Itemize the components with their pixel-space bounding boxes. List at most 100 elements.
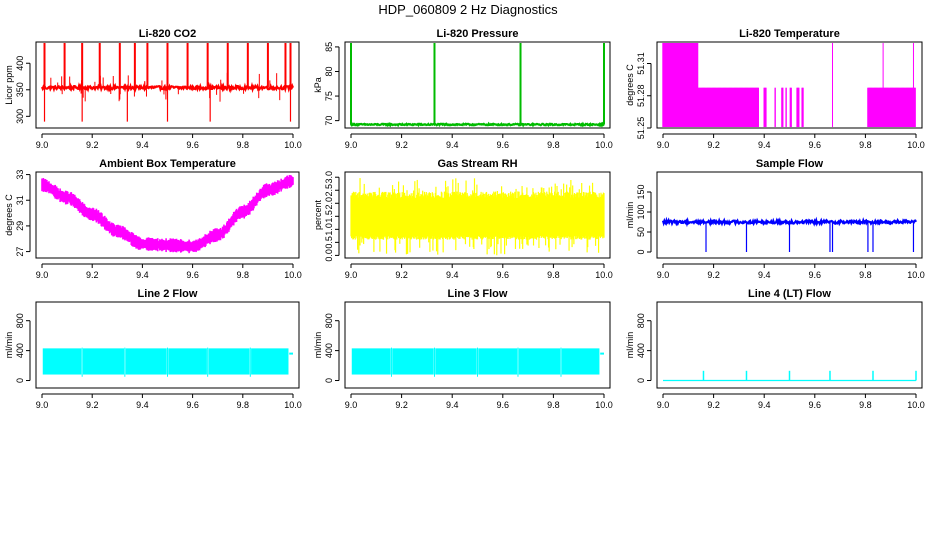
- x-tick-label: 9.0: [36, 400, 49, 410]
- x-tick-label: 9.4: [136, 140, 149, 150]
- x-tick-label: 9.6: [497, 140, 510, 150]
- panel-title: Li-820 Pressure: [437, 28, 519, 40]
- y-tick-label: 0: [636, 378, 646, 383]
- x-tick-label: 9.8: [859, 270, 872, 280]
- plot-frame: [656, 41, 923, 129]
- y-tick-label: 75: [324, 91, 334, 101]
- x-tick-label: 9.6: [186, 270, 199, 280]
- x-tick-label: 9.6: [809, 270, 822, 280]
- x-tick-label: 9.2: [707, 270, 720, 280]
- panel-3: Ambient Box Temperature 9.0 9.2 9.4 9.6 9.8 10…: [4, 158, 302, 280]
- x-tick-label: 9.0: [345, 140, 358, 150]
- y-tick-label: 50: [636, 227, 646, 237]
- y-tick-label: 80: [324, 66, 334, 76]
- panel-8: Line 4 (LT) Flow 9.0 9.2 9.4 9.6 9.8 10.0 0 400 8…: [625, 288, 925, 410]
- y-tick-label: 400: [15, 56, 25, 71]
- x-tick-label: 9.0: [345, 270, 358, 280]
- x-tick-label: 10.0: [907, 400, 925, 410]
- plot-frame: [35, 171, 300, 259]
- x-tick-label: 9.4: [136, 400, 149, 410]
- x-tick-label: 9.8: [547, 140, 560, 150]
- y-tick-label: 800: [636, 313, 646, 328]
- y-tick-label: 400: [636, 343, 646, 358]
- x-tick-label: 9.0: [657, 270, 670, 280]
- y-tick-label: 29: [15, 221, 25, 231]
- x-tick-label: 9.8: [237, 400, 250, 410]
- y-axis-label: degrees C: [4, 194, 14, 236]
- x-tick-label: 10.0: [284, 400, 302, 410]
- x-tick-label: 9.6: [186, 400, 199, 410]
- y-tick-label: 33: [15, 170, 25, 180]
- x-tick-label: 9.8: [547, 400, 560, 410]
- series-Line3: [351, 347, 604, 377]
- flow-block: [435, 348, 477, 375]
- y-tick-label: 27: [15, 247, 25, 257]
- x-tick-label: 10.0: [284, 270, 302, 280]
- x-tick-label: 9.8: [859, 140, 872, 150]
- flow-block: [208, 348, 250, 375]
- y-axis-label: percent: [313, 199, 323, 230]
- y-tick-label: 0.0: [324, 249, 334, 262]
- x-tick-label: 9.6: [186, 140, 199, 150]
- y-tick-label: 0.5: [324, 236, 334, 249]
- panel-0: Li-820 CO2 9.0 9.2 9.4 9.6 9.8 10.0 300 350 400Li…: [4, 28, 302, 150]
- y-tick-label: 0: [636, 249, 646, 254]
- y-tick-label: 2.0: [324, 197, 334, 210]
- data-line: [350, 121, 605, 128]
- y-axis-label: Licor ppm: [4, 65, 14, 105]
- x-tick-label: 9.4: [758, 400, 771, 410]
- panel-6: Line 2 Flow 9.0 9.2 9.4 9.6 9.8 10.0 0 400 800ml/…: [4, 288, 302, 410]
- y-axis-label: ml/min: [625, 202, 635, 229]
- flow-block: [168, 348, 207, 375]
- plot-frame: [35, 301, 300, 389]
- y-tick-label: 2.5: [324, 184, 334, 197]
- x-tick-label: 10.0: [595, 400, 613, 410]
- x-tick-label: 9.0: [36, 140, 49, 150]
- y-tick-label: 800: [15, 313, 25, 328]
- x-tick-label: 9.0: [657, 140, 670, 150]
- y-tick-label: 150: [636, 184, 646, 199]
- y-axis-label: ml/min: [313, 332, 323, 359]
- x-tick-label: 9.4: [758, 270, 771, 280]
- series-Line2: [42, 347, 293, 377]
- x-tick-label: 9.6: [497, 270, 510, 280]
- x-tick-label: 9.4: [758, 140, 771, 150]
- x-tick-label: 9.6: [809, 140, 822, 150]
- x-tick-label: 9.0: [657, 400, 670, 410]
- panel-4: Gas Stream RH9.0 9.2 9.4 9.6 9.8 10.00.00.51.…: [313, 158, 613, 280]
- y-tick-label: 70: [324, 116, 334, 126]
- y-tick-label: 51.31: [636, 52, 646, 75]
- x-tick-label: 9.8: [547, 270, 560, 280]
- x-tick-label: 9.2: [395, 140, 408, 150]
- x-tick-label: 9.2: [86, 270, 99, 280]
- y-tick-label: 51.25: [636, 117, 646, 140]
- y-tick-label: 300: [15, 109, 25, 124]
- panel-title: Li-820 Temperature: [739, 28, 840, 40]
- y-tick-label: 350: [15, 82, 25, 97]
- flow-block: [518, 348, 561, 375]
- plot-frame: [35, 41, 300, 129]
- y-tick-label: 3.0: [324, 171, 334, 184]
- flow-block: [351, 348, 391, 375]
- x-tick-label: 10.0: [907, 140, 925, 150]
- x-tick-label: 9.6: [497, 400, 510, 410]
- x-tick-label: 9.2: [395, 400, 408, 410]
- x-tick-label: 9.2: [86, 400, 99, 410]
- y-tick-label: 1.5: [324, 210, 334, 223]
- flow-block: [392, 348, 434, 375]
- panel-1: Li-820 Pressure 9.0 9.2 9.4 9.6 9.8 10.0 70 75 80…: [313, 28, 613, 150]
- y-tick-label: 100: [636, 204, 646, 219]
- x-tick-label: 9.0: [36, 270, 49, 280]
- series-Pressure: [350, 43, 605, 128]
- y-tick-label: 31: [15, 195, 25, 205]
- x-tick-label: 9.4: [136, 270, 149, 280]
- panel-title: Line 2 Flow: [138, 288, 198, 300]
- plot-frame: [656, 301, 923, 389]
- x-tick-label: 9.4: [446, 400, 459, 410]
- panel-title: Line 4 (LT) Flow: [748, 288, 831, 300]
- y-axis-label: kPa: [313, 77, 323, 93]
- series-SampleFlow: [661, 216, 917, 252]
- x-tick-label: 9.8: [859, 400, 872, 410]
- x-tick-label: 9.2: [395, 270, 408, 280]
